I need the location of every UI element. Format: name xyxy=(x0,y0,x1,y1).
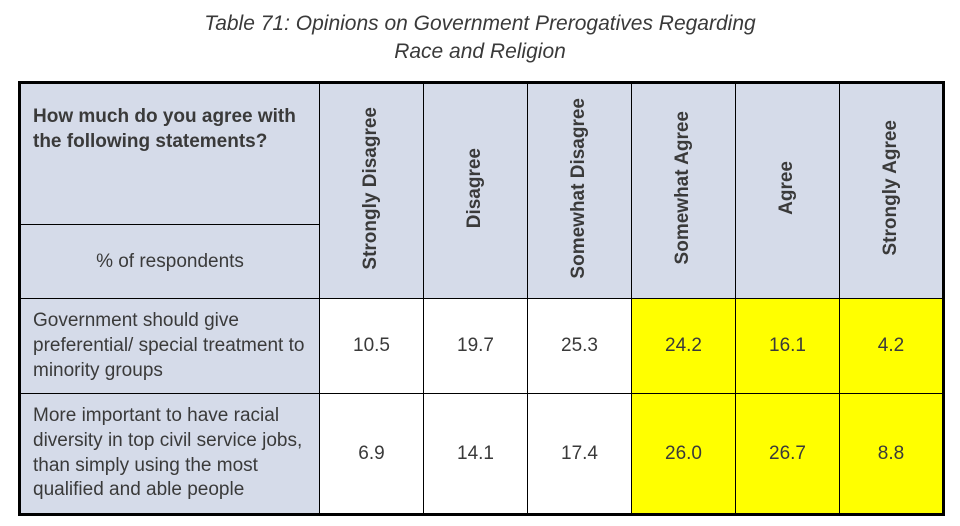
col-header-label: Agree xyxy=(776,153,799,223)
table-row: Government should give preferential/ spe… xyxy=(20,299,944,394)
cell-value: 26.7 xyxy=(736,394,840,515)
opinions-table: How much do you agree with the following… xyxy=(18,81,945,516)
col-header-label: Strongly Agree xyxy=(880,112,903,264)
title-line-1: Table 71: Opinions on Government Preroga… xyxy=(204,12,755,35)
col-header-label: Strongly Disagree xyxy=(360,99,383,278)
col-header-label: Somewhat Disagree xyxy=(568,90,591,287)
question-header: How much do you agree with the following… xyxy=(20,82,320,224)
cell-value: 8.8 xyxy=(840,394,944,515)
col-header-agree: Agree xyxy=(736,82,840,299)
table-title: Table 71: Opinions on Government Preroga… xyxy=(18,10,942,67)
cell-value: 17.4 xyxy=(528,394,632,515)
cell-value: 10.5 xyxy=(320,299,424,394)
cell-value: 6.9 xyxy=(320,394,424,515)
col-header-strongly-agree: Strongly Agree xyxy=(840,82,944,299)
cell-value: 19.7 xyxy=(424,299,528,394)
cell-value: 14.1 xyxy=(424,394,528,515)
row-label: Government should give preferential/ spe… xyxy=(20,299,320,394)
title-line-2: Race and Religion xyxy=(394,40,566,63)
col-header-somewhat-disagree: Somewhat Disagree xyxy=(528,82,632,299)
cell-value: 16.1 xyxy=(736,299,840,394)
col-header-somewhat-agree: Somewhat Agree xyxy=(632,82,736,299)
col-header-label: Disagree xyxy=(464,140,487,236)
cell-value: 4.2 xyxy=(840,299,944,394)
cell-value: 24.2 xyxy=(632,299,736,394)
col-header-label: Somewhat Agree xyxy=(672,103,695,272)
respondents-subheader: % of respondents xyxy=(20,224,320,299)
col-header-disagree: Disagree xyxy=(424,82,528,299)
col-header-strongly-disagree: Strongly Disagree xyxy=(320,82,424,299)
cell-value: 25.3 xyxy=(528,299,632,394)
table-row: More important to have racial diversity … xyxy=(20,394,944,515)
cell-value: 26.0 xyxy=(632,394,736,515)
row-label: More important to have racial diversity … xyxy=(20,394,320,515)
